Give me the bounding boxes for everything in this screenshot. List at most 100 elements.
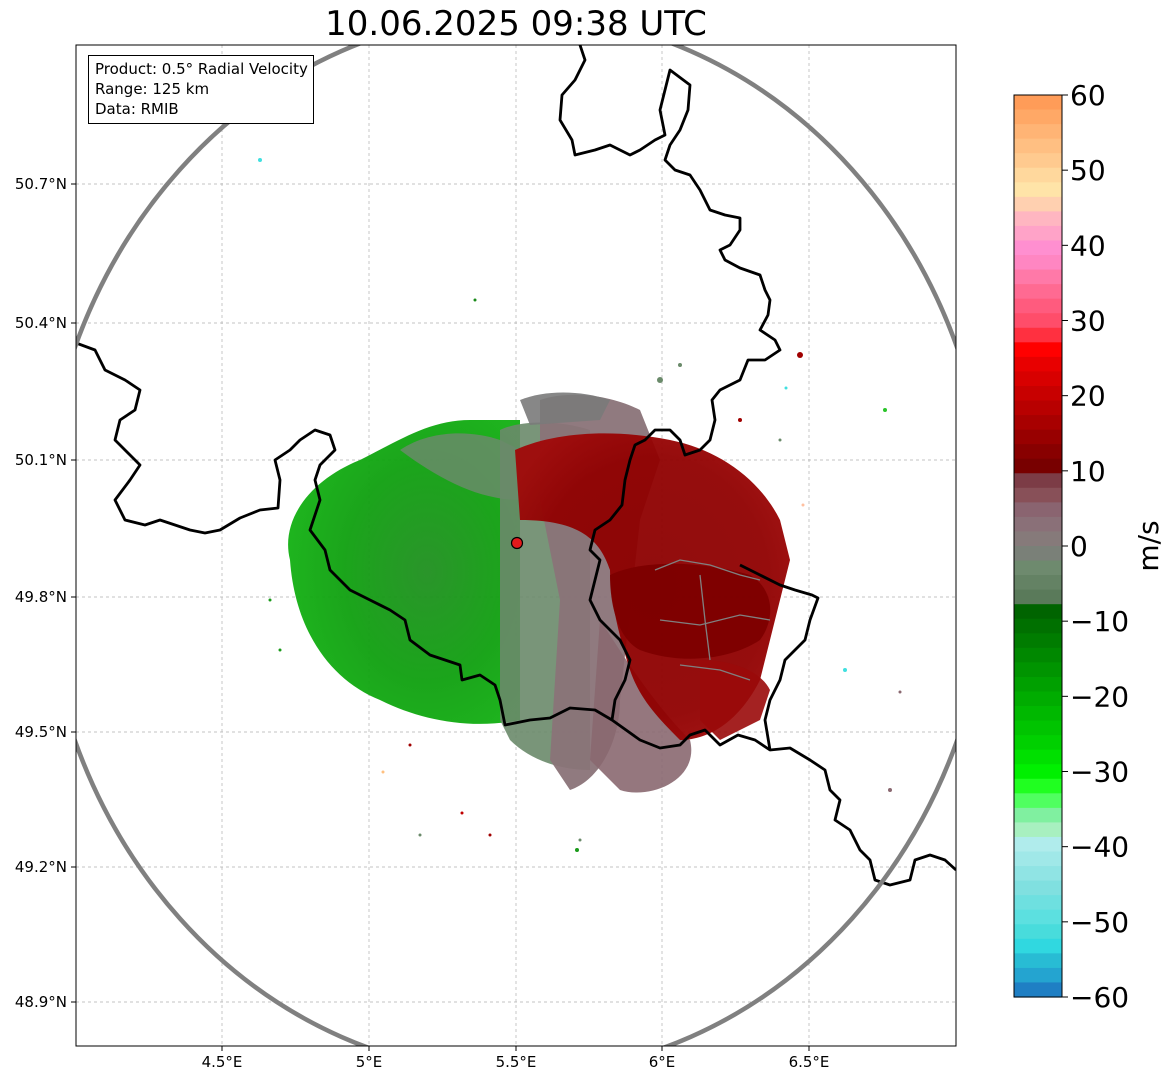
colorbar-band [1014, 953, 1062, 969]
colorbar-label: m/s [1132, 520, 1165, 571]
colorbar-band [1014, 546, 1062, 562]
colorbar-band [1014, 284, 1062, 300]
colorbar-band [1014, 706, 1062, 722]
colorbar-tick-label: −40 [1070, 831, 1129, 864]
info-data-source: Data: RMIB [95, 100, 179, 118]
colorbar-tick-label: −50 [1070, 906, 1129, 939]
y-tick-label: 49.2°N [15, 858, 67, 876]
colorbar-band [1014, 400, 1062, 416]
colorbar-band [1014, 516, 1062, 533]
colorbar-band [1014, 764, 1062, 780]
colorbar-band [1014, 735, 1062, 751]
colorbar-band [1014, 95, 1062, 111]
colorbar-ticks: 60 50 40 30 20 10 0 −10 −20 −30 −40 −50 −60 [1062, 79, 1129, 1014]
colorbar-band [1014, 851, 1062, 867]
y-axis-ticks: 50.7°N 50.4°N 50.1°N 49.8°N 49.5°N 49.2°… [15, 175, 76, 1011]
colorbar-band [1014, 240, 1062, 256]
y-tick-label: 48.9°N [15, 993, 67, 1011]
y-tick-label: 50.7°N [15, 175, 67, 193]
colorbar-band [1014, 633, 1062, 649]
colorbar-band [1014, 866, 1062, 882]
colorbar-tick-label: −30 [1070, 756, 1129, 789]
colorbar-band [1014, 153, 1062, 169]
colorbar-band [1014, 531, 1062, 547]
colorbar-band [1014, 575, 1062, 591]
info-range: Range: 125 km [95, 80, 210, 98]
colorbar-band [1014, 444, 1062, 460]
colorbar-band [1014, 385, 1062, 402]
country-borders [76, 45, 956, 887]
x-axis-ticks: 4.5°E 5°E 5.5°E 6°E 6.5°E [202, 1046, 830, 1071]
y-tick-label: 49.8°N [15, 588, 67, 606]
colorbar: 60 50 40 30 20 10 0 −10 −20 −30 −40 −50 −60 m/s [1013, 79, 1165, 1014]
colorbar-band [1014, 938, 1062, 954]
colorbar-band [1014, 487, 1062, 503]
colorbar-band [1014, 327, 1062, 343]
colorbar-band [1014, 691, 1062, 707]
y-tick-label: 50.1°N [15, 451, 67, 469]
x-tick-label: 6.5°E [789, 1053, 830, 1071]
colorbar-band [1014, 909, 1062, 925]
colorbar-band [1014, 967, 1062, 984]
colorbar-band [1014, 618, 1062, 634]
colorbar-band [1014, 429, 1062, 445]
colorbar-band [1014, 473, 1062, 489]
colorbar-band [1014, 458, 1062, 474]
colorbar-band [1014, 982, 1062, 998]
colorbar-tick-label: 60 [1070, 79, 1106, 112]
velocity-echoes [258, 158, 902, 852]
colorbar-band [1014, 807, 1062, 824]
colorbar-band [1014, 356, 1062, 373]
colorbar-band [1014, 647, 1062, 663]
colorbar-band [1014, 502, 1062, 518]
colorbar-band [1014, 822, 1062, 838]
colorbar-band [1014, 589, 1062, 605]
colorbar-bands [1014, 95, 1062, 998]
y-tick-label: 50.4°N [15, 314, 67, 332]
colorbar-band [1014, 895, 1062, 911]
colorbar-band [1014, 836, 1062, 853]
colorbar-band [1014, 342, 1062, 358]
colorbar-band [1014, 924, 1062, 940]
colorbar-band [1014, 167, 1062, 183]
radar-site-marker [510, 536, 524, 550]
map-title: 10.06.2025 09:38 UTC [325, 4, 707, 44]
colorbar-band [1014, 604, 1062, 620]
x-tick-label: 4.5°E [202, 1053, 243, 1071]
colorbar-band [1014, 225, 1062, 242]
colorbar-tick-label: 40 [1070, 229, 1106, 262]
colorbar-tick-label: 20 [1070, 380, 1106, 413]
colorbar-band [1014, 778, 1062, 794]
colorbar-band [1014, 138, 1062, 154]
colorbar-band [1014, 124, 1062, 140]
colorbar-band [1014, 109, 1062, 125]
x-tick-label: 6°E [649, 1053, 676, 1071]
colorbar-tick-label: 30 [1070, 305, 1106, 338]
colorbar-band [1014, 676, 1062, 693]
info-product: Product: 0.5° Radial Velocity [95, 60, 308, 78]
colorbar-band [1014, 298, 1062, 314]
colorbar-band [1014, 560, 1062, 576]
colorbar-band [1014, 255, 1062, 271]
colorbar-band [1014, 793, 1062, 809]
province-borders [654, 559, 771, 681]
x-tick-label: 5.5°E [496, 1053, 537, 1071]
info-box: Product: 0.5° Radial Velocity Range: 125… [88, 55, 314, 124]
colorbar-band [1014, 269, 1062, 285]
colorbar-band [1014, 211, 1062, 227]
colorbar-band [1014, 182, 1062, 198]
colorbar-tick-label: −20 [1070, 680, 1129, 713]
colorbar-tick-label: −60 [1070, 981, 1129, 1014]
colorbar-tick-label: −10 [1070, 605, 1129, 638]
y-tick-label: 49.5°N [15, 723, 67, 741]
colorbar-tick-label: 10 [1070, 455, 1106, 488]
colorbar-band [1014, 749, 1062, 765]
colorbar-band [1014, 415, 1062, 431]
x-tick-label: 5°E [356, 1053, 383, 1071]
colorbar-tick-label: 50 [1070, 154, 1106, 187]
colorbar-band [1014, 196, 1062, 212]
colorbar-band [1014, 720, 1062, 736]
colorbar-band [1014, 371, 1062, 387]
colorbar-band [1014, 880, 1062, 896]
